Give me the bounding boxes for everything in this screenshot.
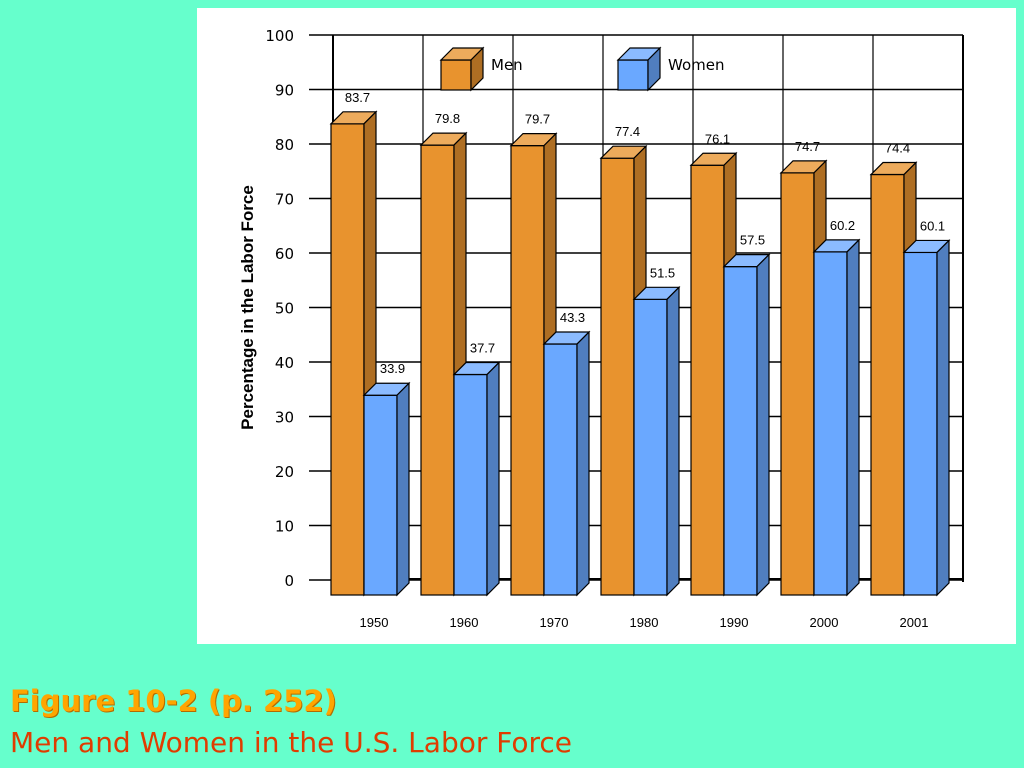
bar-side [666, 285, 680, 597]
bar-side [396, 381, 410, 597]
x-tick-label-1990: 1990 [720, 615, 749, 630]
women-value-label-1980: 51.5 [650, 265, 675, 280]
bar-front [453, 373, 488, 596]
legend-cube-side [470, 46, 484, 92]
figure-title: Figure 10-2 (p. 252) [10, 684, 337, 718]
legend-cube-front [440, 59, 472, 91]
legend-swatch-men [439, 46, 485, 92]
y-tick-label: 20 [275, 463, 294, 481]
women-value-label-1950: 33.9 [380, 361, 405, 376]
bar-front [633, 298, 668, 596]
legend-cube-front [617, 59, 649, 91]
figure-subtitle: Men and Women in the U.S. Labor Force [10, 726, 573, 759]
y-tick-label: 60 [275, 245, 294, 263]
y-tick-label: 10 [275, 518, 294, 536]
bar-front [690, 164, 725, 596]
bar-front [870, 173, 905, 596]
y-axis-title: Percentage in the Labor Force [238, 185, 257, 430]
men-value-label-1950: 83.7 [345, 90, 370, 105]
bar-front [600, 157, 635, 596]
bar-front [813, 251, 848, 596]
y-tick-label: 40 [275, 354, 294, 372]
men-value-label-2000: 74.7 [795, 139, 820, 154]
women-bar-1980 [632, 285, 681, 597]
y-tick-label: 70 [275, 191, 294, 209]
bar-front [543, 343, 578, 596]
chart-panel: 0 10 20 30 40 50 60 70 80 90 100 Percentage in the … [197, 8, 1016, 644]
women-bar-1990 [722, 253, 771, 597]
women-value-label-1960: 37.7 [470, 341, 495, 356]
women-bar-2000 [812, 238, 861, 597]
men-value-label-2001: 74.4 [885, 141, 910, 156]
bar-side [936, 239, 950, 597]
bar-side [846, 238, 860, 597]
women-bar-1950 [362, 381, 411, 597]
bar-chart: 0 10 20 30 40 50 60 70 80 90 100 Percentage in the … [238, 27, 964, 630]
y-tick-label: 30 [275, 409, 294, 427]
women-bar-1970 [542, 330, 591, 597]
bar-side [756, 253, 770, 597]
bar-front [330, 123, 365, 596]
x-tick-label-2000: 2000 [810, 615, 839, 630]
x-tick-label-1970: 1970 [540, 615, 569, 630]
y-tick-label: 50 [275, 300, 294, 318]
women-value-label-1990: 57.5 [740, 233, 765, 248]
men-bar-1970 [509, 132, 558, 597]
x-tick-label-1950: 1950 [360, 615, 389, 630]
bar-front [723, 266, 758, 596]
x-tick-label-1960: 1960 [450, 615, 479, 630]
bar-front [363, 394, 398, 596]
y-tick-label: 100 [265, 27, 294, 45]
legend-cube-side [647, 46, 661, 92]
y-tick-label: 90 [275, 82, 294, 100]
women-value-label-2000: 60.2 [830, 218, 855, 233]
bar-side [486, 361, 500, 597]
women-value-label-2001: 60.1 [920, 218, 945, 233]
women-bar-2001 [902, 239, 951, 597]
x-tick-label-1980: 1980 [630, 615, 659, 630]
men-value-label-1960: 79.8 [435, 111, 460, 126]
x-tick-label-2001: 2001 [900, 615, 929, 630]
legend-label-men: Men [491, 56, 523, 74]
men-value-label-1980: 77.4 [615, 124, 640, 139]
bar-front [903, 251, 938, 596]
legend-label-women: Women [668, 56, 724, 74]
bar-front [510, 145, 545, 596]
y-tick-label: 80 [275, 136, 294, 154]
men-value-label-1970: 79.7 [525, 112, 550, 127]
bar-side [576, 330, 590, 597]
women-bar-1960 [452, 361, 501, 597]
men-value-label-1990: 76.1 [705, 131, 730, 146]
y-tick-label: 0 [284, 572, 294, 590]
bar-front [420, 144, 455, 596]
legend-swatch-women [616, 46, 662, 92]
bar-front [780, 172, 815, 596]
women-value-label-1970: 43.3 [560, 310, 585, 325]
